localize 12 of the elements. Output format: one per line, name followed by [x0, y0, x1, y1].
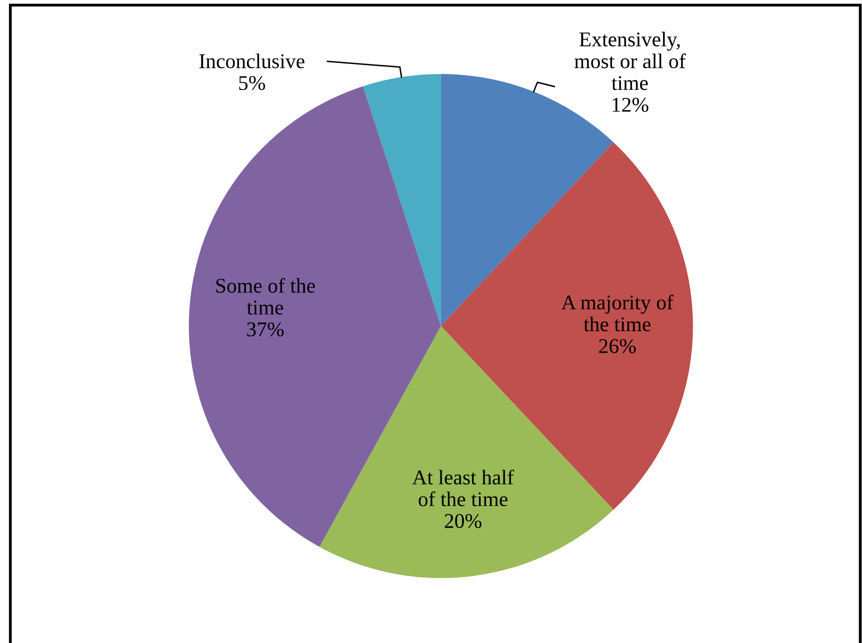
- pie-slice: [440, 142, 693, 510]
- data-label: 20%: [444, 514, 482, 528]
- data-label: 37%: [247, 322, 284, 336]
- data-label: 5%: [239, 76, 266, 90]
- slice-label: Some of the time: [216, 278, 315, 315]
- data-label: 26%: [599, 339, 636, 354]
- slice-label: A majority of the time: [561, 294, 674, 332]
- pie-slice: [363, 74, 441, 326]
- data-label: 12%: [612, 98, 648, 112]
- slice-label: Inconclusive: [199, 54, 304, 68]
- slice-label: Extensively, most or all of time: [574, 32, 686, 90]
- slice-label: At least half of the time: [412, 470, 514, 506]
